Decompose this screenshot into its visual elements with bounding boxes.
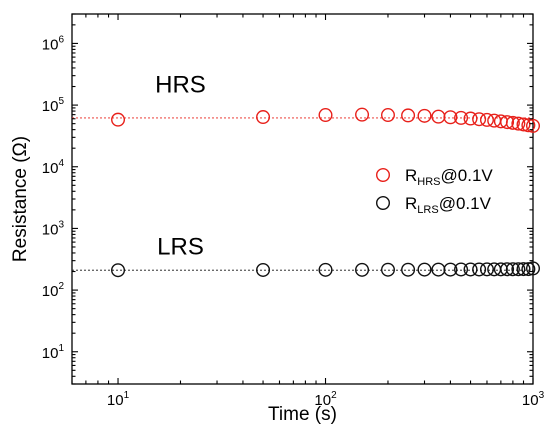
data-point-lrs [505,262,520,277]
data-point-lrs [417,262,432,277]
data-point-lrs [256,262,271,277]
data-point-lrs [516,262,531,277]
data-point-lrs [511,262,526,277]
data-point-hrs [380,108,395,123]
data-markers [111,107,541,278]
data-point-lrs [401,262,416,277]
x-tick-label: 102 [314,390,337,409]
data-point-lrs [472,262,487,277]
legend-label-lrs: RLRS@0.1V [405,194,492,216]
data-point-hrs [431,109,446,124]
data-point-hrs [256,110,271,125]
legend-marker-hrs [376,167,391,182]
y-tick-label: 101 [42,343,65,362]
x-tick-label: 101 [107,390,130,409]
data-point-lrs [380,262,395,277]
y-tick-label: 104 [42,158,65,177]
x-tick-label: 103 [522,390,545,409]
data-point-hrs [516,117,531,132]
annotation-lrs: LRS [157,233,204,260]
data-point-hrs [505,115,520,130]
annotation-hrs: HRS [155,72,206,99]
data-point-hrs [454,110,469,125]
data-point-lrs [355,262,370,277]
data-point-lrs [443,262,458,277]
data-point-lrs [463,262,478,277]
data-point-hrs [401,108,416,123]
data-point-lrs [479,262,494,277]
data-point-hrs [111,112,126,127]
data-point-lrs [521,262,536,277]
y-tick-label: 105 [42,96,65,115]
y-axis-label: Resistance (Ω) [10,136,31,262]
data-point-lrs [526,261,541,276]
data-point-hrs [463,111,478,126]
legend: RHRS@0.1V RLRS@0.1V [376,166,493,216]
data-point-hrs [500,115,515,130]
data-point-lrs [111,263,126,278]
data-point-hrs [443,110,458,125]
x-axis-label: Time (s) [268,404,337,425]
legend-label-hrs: RHRS@0.1V [405,166,493,188]
data-point-lrs [454,262,469,277]
y-tick-label: 102 [42,281,65,300]
annotations: HRS LRS [155,72,206,261]
legend-marker-lrs [376,195,391,210]
data-point-hrs [521,118,536,133]
data-point-lrs [318,262,333,277]
data-point-hrs [417,108,432,123]
data-point-lrs [431,262,446,277]
data-point-hrs [472,112,487,127]
data-point-hrs [526,118,541,133]
data-point-lrs [500,262,515,277]
data-point-hrs [511,116,526,131]
data-point-hrs [355,107,370,122]
data-point-hrs [479,112,494,127]
y-tick-label: 103 [42,219,65,238]
axes: 101 102 103 101 102 103 104 105 106 [42,13,545,409]
y-tick-label: 106 [42,34,65,53]
data-point-hrs [318,108,333,123]
